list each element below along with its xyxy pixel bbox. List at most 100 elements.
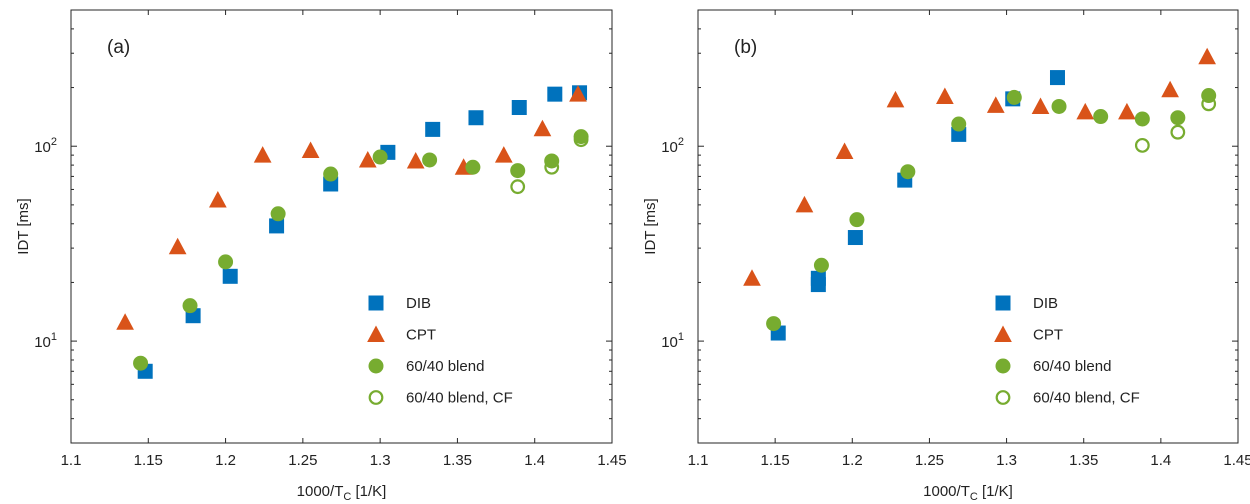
series-60-40-blend [133,129,589,371]
series-60-40-blend-cf [510,132,589,195]
y-tick-label: 102 [661,136,684,156]
data-point [573,132,589,148]
data-point [372,149,388,165]
data-point [422,152,438,168]
data-point [951,116,967,132]
data-point [168,237,187,255]
data-point [766,316,782,332]
x-tick-label: 1.2 [215,452,236,469]
x-tick-label: 1.25 [288,452,317,469]
x-axis-label: 1000/TC [1/K] [297,483,387,503]
data-point [569,85,587,102]
series-cpt [743,47,1216,286]
x-tick-label: 1.15 [134,452,163,469]
data-point [1006,89,1022,105]
y-tick-label: 101 [34,331,57,351]
legend-marker [995,295,1011,311]
x-tick-label: 1.35 [1069,452,1098,469]
x-tick-label: 1.45 [1223,452,1250,469]
data-point [494,146,513,163]
data-point [323,166,339,182]
legend-label: 60/40 blend, CF [1033,390,1140,407]
data-point [116,313,134,330]
legend: DIB CPT 60/40 blend 60/40 blend, CF [367,295,513,407]
data-point [465,159,481,175]
x-axis-label: 1000/TC [1/K] [923,483,1013,503]
y-axis-label: IDT [ms] [642,198,659,254]
data-point [222,268,238,284]
legend-marker [367,325,385,342]
data-point [533,119,552,137]
panel-a: 1.1 1.15 1.2 1.25 1.3 1.35 1.4 1.45 101 102 (a) 100… [15,9,627,503]
data-point [813,257,829,273]
data-point [182,298,198,314]
series-cpt [116,85,587,330]
data-point [936,87,954,104]
data-point [468,110,484,126]
data-point [951,126,967,142]
x-tick-label: 1.2 [842,452,863,469]
data-point [425,121,441,137]
data-point [1198,47,1216,65]
data-point [301,141,320,159]
panel-label: (a) [107,37,130,58]
x-tick-label: 1.1 [61,452,82,469]
data-point [835,142,854,159]
data-point [1031,97,1050,114]
data-point [573,129,589,145]
data-point [1201,96,1217,112]
plot-frame [697,9,1239,444]
legend-label: 60/40 blend [406,358,484,375]
legend-label: CPT [1033,327,1063,344]
data-point [743,269,761,286]
data-point [986,96,1005,113]
data-point [406,151,425,169]
panel-label: (b) [734,37,757,58]
legend-marker [368,295,384,311]
data-point [847,230,863,246]
data-point [511,100,527,116]
series-60-40-blend-cf [1134,96,1217,153]
data-point [358,150,377,168]
data-point [1134,137,1150,153]
data-point [1170,124,1186,140]
data-point [1134,111,1150,127]
data-point [269,218,285,234]
data-point [1093,109,1109,125]
x-tick-label: 1.35 [443,452,472,469]
data-point [1049,70,1065,86]
legend-marker [368,358,384,374]
data-point [900,164,916,180]
legend-label: 60/40 blend, CF [406,390,513,407]
legend-label: DIB [406,295,431,312]
data-point [1051,98,1067,114]
data-point [810,270,826,286]
x-tick-label: 1.3 [996,452,1017,469]
data-point [510,163,526,179]
data-point [795,195,814,213]
x-tick-label: 1.25 [915,452,944,469]
data-point [1118,102,1136,120]
data-point [253,146,272,163]
data-point [1170,110,1186,126]
data-point [849,212,865,228]
data-point [510,179,526,195]
x-tick-label: 1.4 [524,452,545,469]
x-tick-label: 1.1 [688,452,709,469]
legend-marker [368,390,384,405]
data-point [270,206,286,222]
data-point [1076,102,1095,120]
legend: DIB CPT 60/40 blend 60/40 blend, CF [994,295,1140,407]
legend-label: 60/40 blend [1033,358,1111,375]
y-tick-label: 101 [661,331,684,351]
x-tick-label: 1.3 [370,452,391,469]
data-point [886,90,905,108]
legend-marker [994,325,1012,342]
data-point [208,190,227,208]
series-60-40-blend [766,88,1217,332]
data-point [133,355,149,371]
plot-frame [70,9,613,444]
data-point [547,86,563,102]
data-point [218,254,234,270]
